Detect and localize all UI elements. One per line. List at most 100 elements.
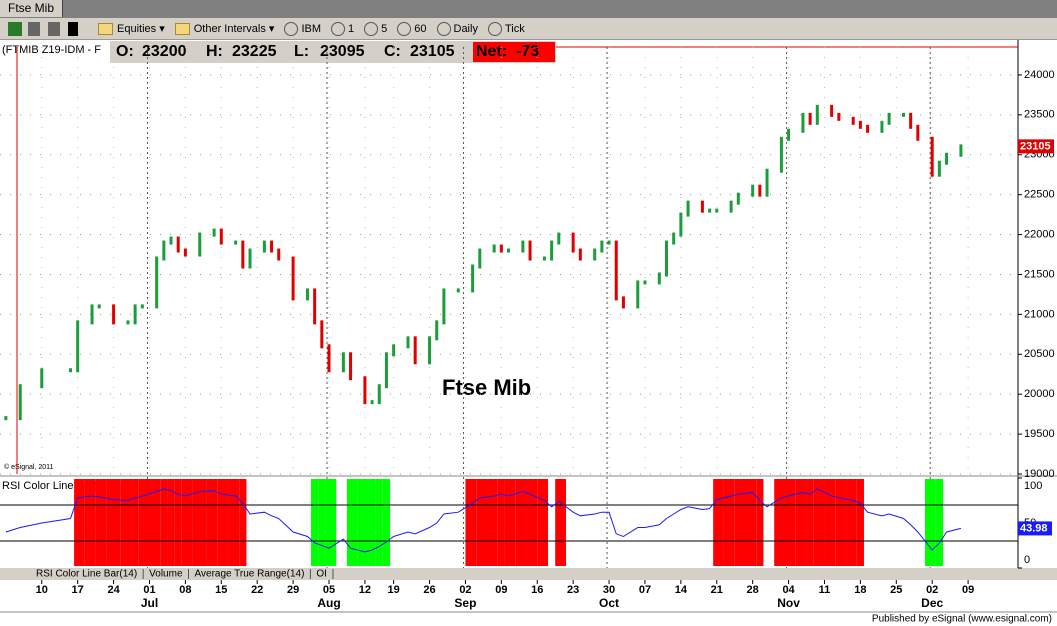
rsi-zone [375, 479, 383, 566]
price-bar [363, 376, 367, 405]
rsi-zone [806, 479, 814, 566]
bottom-tab[interactable]: Volume [149, 569, 183, 580]
x-tick-label: 04 [782, 584, 795, 596]
price-bar [112, 304, 116, 325]
price-bar [729, 200, 733, 213]
y-tick-label: 24000 [1024, 69, 1055, 81]
toolbar-icons[interactable] [8, 21, 88, 36]
x-tick-label: 15 [215, 584, 227, 596]
chart: Published by eSignal (www.esignal.com) ©… [0, 40, 1057, 626]
rsi-zone [723, 479, 735, 566]
price-bar [758, 184, 762, 197]
symbol: (FTMIB Z19-IDM - F [2, 44, 101, 56]
price-bar [708, 208, 712, 213]
price-bar [370, 400, 374, 405]
last-price-tag [1018, 139, 1054, 154]
rsi-zone [537, 479, 549, 566]
toolbar-button[interactable]: Tick [487, 21, 525, 36]
rsi-zone [357, 479, 369, 566]
toolbar-button[interactable]: Other Intervals ▾ [174, 22, 274, 36]
price-bar [277, 248, 281, 261]
rsi-zone [174, 479, 182, 566]
y-tick-label: 19500 [1024, 428, 1055, 440]
y-tick-label: 21500 [1024, 268, 1055, 280]
rsi-zone [784, 479, 796, 566]
price-bar [937, 160, 941, 177]
toolbar-button[interactable]: 1 [331, 21, 354, 36]
bottom-tab-strip [0, 568, 1057, 580]
price-bar [126, 320, 130, 325]
rsi-zone [318, 479, 326, 566]
price-bar [392, 344, 396, 357]
month-label: Nov [777, 596, 800, 610]
price-bar [736, 192, 740, 205]
price-bar [866, 124, 870, 133]
price-bar [413, 336, 417, 365]
price-bar [959, 144, 963, 157]
rsi-zone [84, 479, 96, 566]
copyright: © eSignal, 2011 [4, 463, 54, 471]
price-bar [657, 272, 661, 285]
chart-title: Ftse Mib [442, 375, 531, 400]
price-bar [542, 256, 546, 261]
y-tick-label: 20000 [1024, 388, 1055, 400]
price-bar [550, 240, 554, 261]
bottom-tab[interactable]: OI [316, 569, 327, 580]
quote-label: Net: [476, 43, 507, 60]
price-bar [234, 240, 238, 245]
rsi-zone [813, 479, 825, 566]
x-tick-label: 12 [359, 584, 371, 596]
toolbar-label: 5 [381, 22, 388, 35]
bottom-tab[interactable]: Average True Range(14) [195, 569, 305, 580]
x-tick-label: 19 [388, 584, 400, 596]
toolbar-button[interactable]: Equities ▾ [98, 22, 165, 36]
toolbar-button[interactable]: IBM [284, 21, 321, 36]
window-tab[interactable]: Ftse Mib [0, 0, 64, 17]
price-bar [97, 304, 101, 309]
toolbar-label: Other Intervals [193, 22, 266, 35]
price-bar [593, 248, 597, 261]
rsi-zone [925, 479, 936, 566]
price-bar [887, 112, 891, 125]
rsi-zone [382, 479, 391, 566]
price-bar [442, 288, 446, 325]
bottom-tab[interactable]: RSI Color Line Bar(14) [36, 569, 137, 580]
price-bar [270, 240, 274, 253]
price-bar [765, 168, 769, 197]
rsi-zone [106, 479, 121, 566]
toolbar-button[interactable]: 5 [364, 21, 388, 36]
rsi-zone [228, 479, 240, 566]
toolbar-button[interactable]: 60 [397, 21, 427, 36]
x-tick-label: 17 [72, 584, 84, 596]
price-bar [40, 368, 44, 389]
price-bar [212, 228, 216, 237]
price-bar [313, 288, 317, 325]
rsi-zone [346, 479, 358, 566]
rsi-zone [835, 479, 847, 566]
rsi-zone [160, 479, 168, 566]
rsi-zone [846, 479, 857, 566]
rsi-zone [311, 479, 319, 566]
rsi-zone [795, 479, 807, 566]
x-tick-label: 02 [459, 584, 471, 596]
x-tick-label: 18 [854, 584, 866, 596]
rsi-value-tag [1018, 521, 1052, 536]
price-bar [384, 352, 388, 389]
x-tick-label: 14 [675, 584, 688, 596]
price-bar [219, 228, 223, 245]
toolbar-label: IBM [301, 22, 321, 35]
rsi-zone [856, 479, 864, 566]
last-price-label: 23105 [1020, 140, 1051, 152]
toolbar-button[interactable]: Daily [436, 21, 478, 36]
x-tick-label: 30 [603, 584, 615, 596]
quote-value: 23225 [232, 43, 277, 60]
price-bar [916, 124, 920, 141]
price-bar [880, 120, 884, 133]
x-tick-label: 24 [107, 584, 120, 596]
price-bar [521, 240, 525, 253]
price-bar [808, 112, 812, 125]
price-bar [528, 240, 532, 261]
price-bar [779, 136, 783, 173]
quote-label: C: [384, 43, 401, 60]
